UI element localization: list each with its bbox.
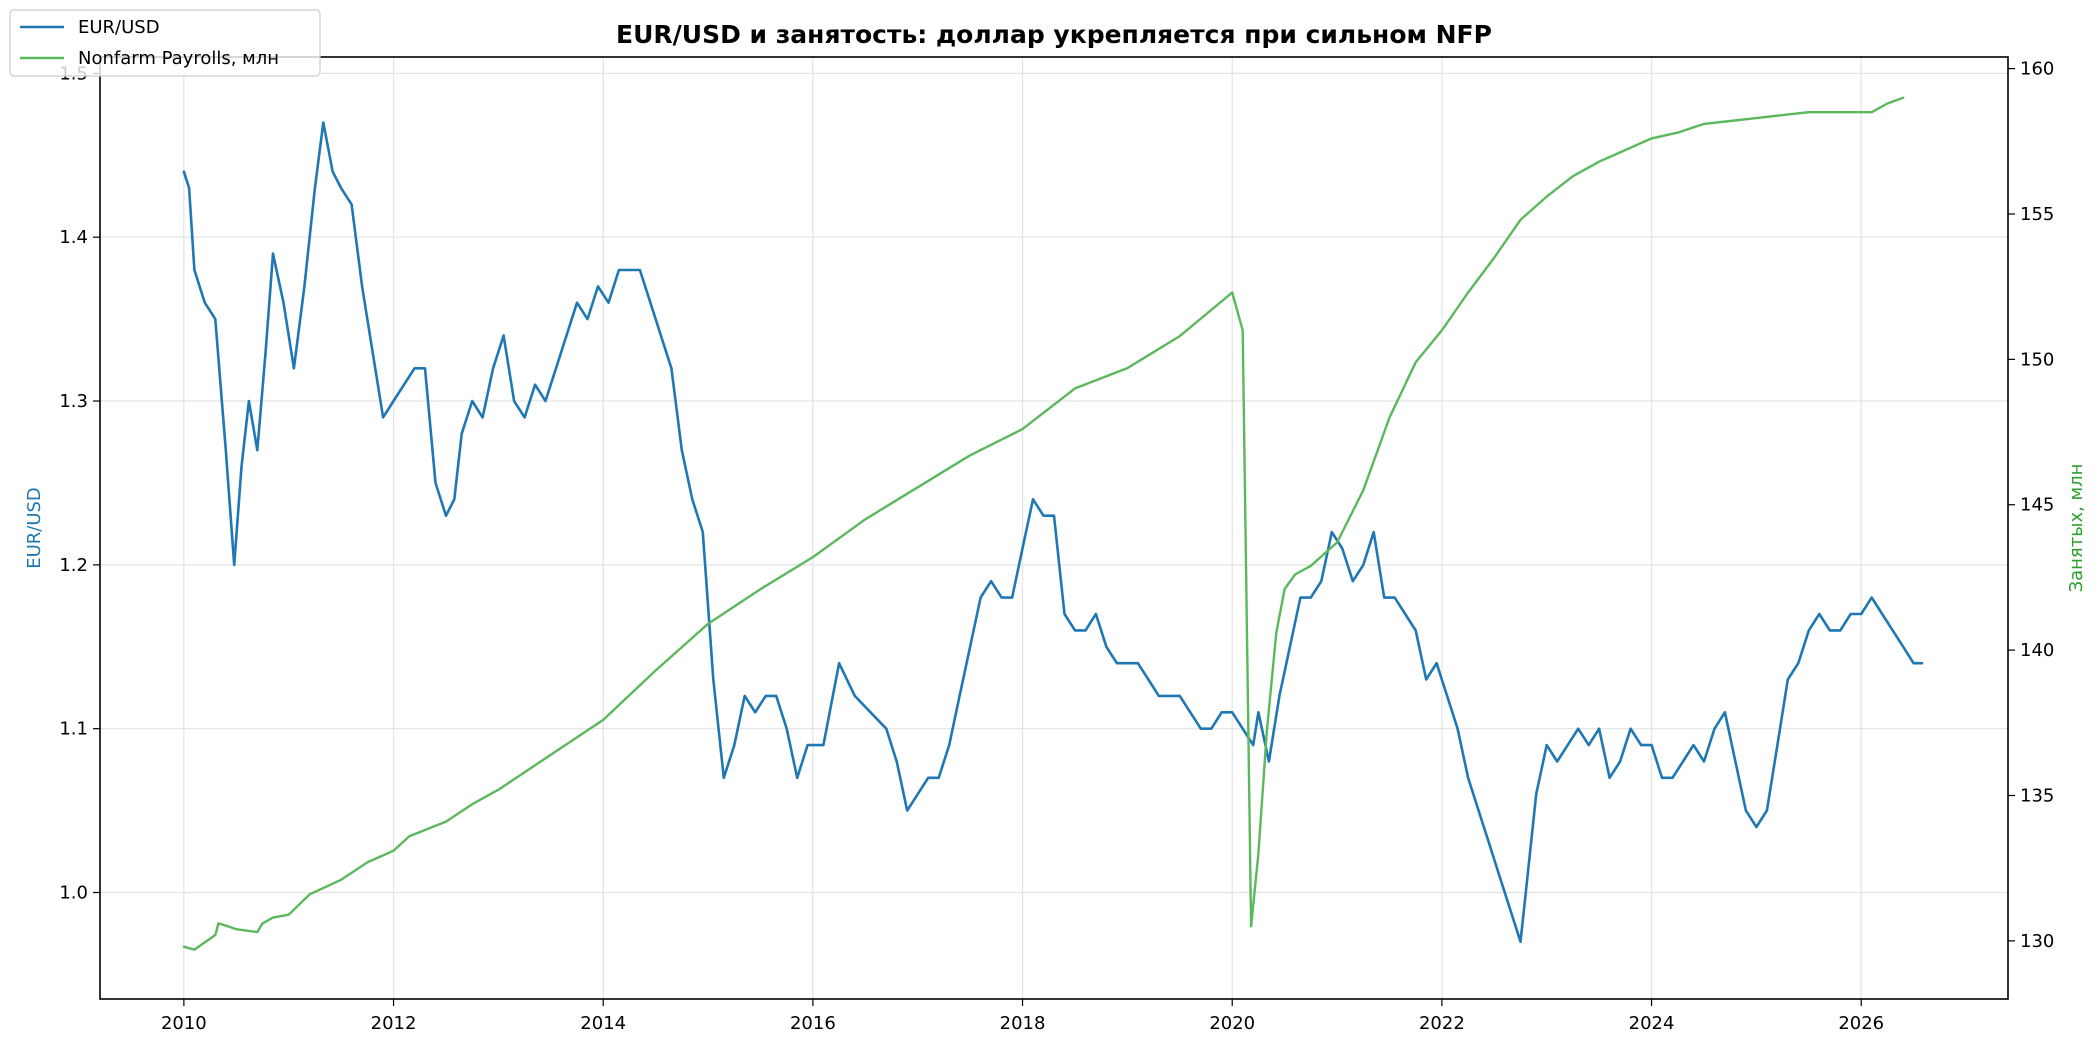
- x-tick-label: 2012: [371, 1013, 417, 1034]
- chart-title: EUR/USD и занятость: доллар укрепляется …: [616, 20, 1492, 49]
- series-line-eurusd: [182, 121, 1924, 944]
- x-tick-label: 2018: [1000, 1013, 1046, 1034]
- y-right-tick-label: 135: [2020, 785, 2054, 806]
- y-left-tick-label: 1.4: [59, 227, 88, 248]
- x-tick-label: 2010: [161, 1013, 207, 1034]
- x-tick-label: 2020: [1209, 1013, 1255, 1034]
- y-left-tick-label: 1.3: [59, 391, 88, 412]
- y-left-tick-label: 1.0: [59, 883, 88, 904]
- y-right-tick-label: 140: [2020, 640, 2054, 661]
- x-tick-label: 2014: [580, 1013, 626, 1034]
- y-right-tick-label: 150: [2020, 349, 2054, 370]
- y-right-tick-label: 155: [2020, 204, 2054, 225]
- plot-frame: [99, 56, 2009, 1000]
- y-axis-right: 130 135 140 145 150 155 160: [2008, 59, 2054, 952]
- y-left-tick-label: 1.1: [59, 719, 88, 740]
- x-tick-label: 2024: [1629, 1013, 1675, 1034]
- x-axis: 2010 2012 2014 2016 2018 2020 2022 2024 2026: [161, 999, 1884, 1034]
- x-tick-label: 2026: [1838, 1013, 1884, 1034]
- y-left-tick-label: 1.2: [59, 555, 88, 576]
- x-tick-label: 2022: [1419, 1013, 1465, 1034]
- series-line-nfp: [182, 96, 1905, 951]
- grid: [100, 57, 2008, 999]
- y-right-tick-label: 130: [2020, 931, 2054, 952]
- legend-label-nfp: Nonfarm Payrolls, млн: [78, 48, 279, 69]
- legend: EUR/USD Nonfarm Payrolls, млн: [9, 9, 321, 77]
- y-right-tick-label: 145: [2020, 495, 2054, 516]
- legend-label-eurusd: EUR/USD: [78, 17, 160, 38]
- x-tick-label: 2016: [790, 1013, 836, 1034]
- legend-box: [9, 9, 321, 77]
- y-axis-right-label: Занятых, млн: [2066, 464, 2087, 593]
- y-right-tick-label: 160: [2020, 59, 2054, 80]
- y-axis-left-label: EUR/USD: [24, 487, 45, 569]
- series-layer: [182, 96, 1924, 951]
